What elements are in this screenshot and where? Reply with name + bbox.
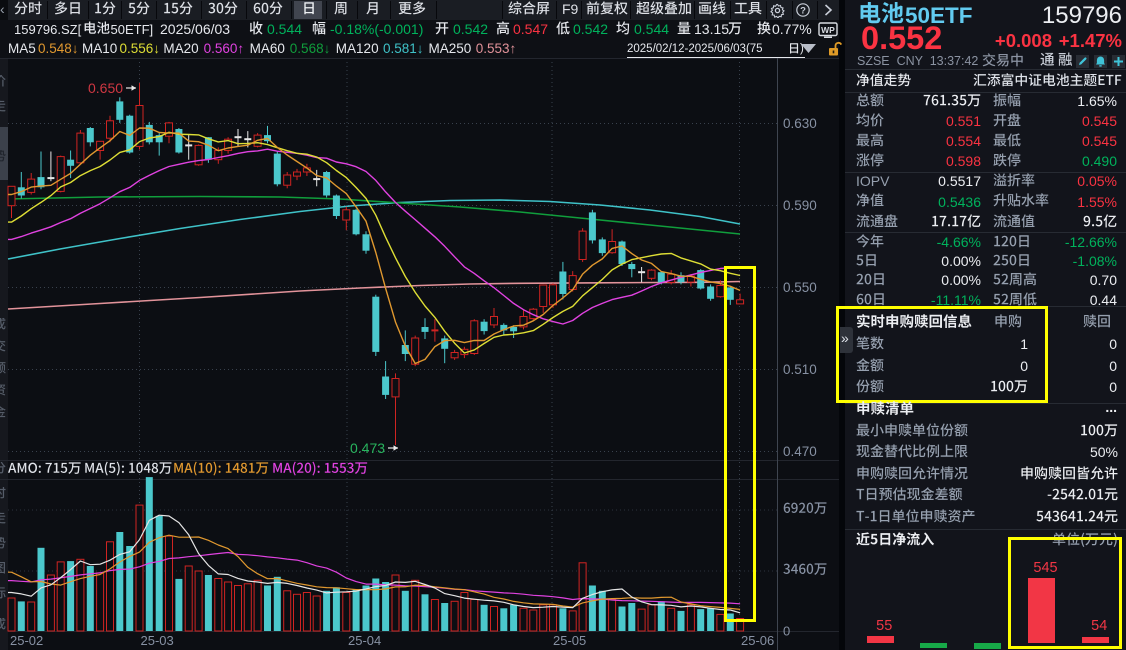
svg-text:0.510: 0.510 — [783, 362, 817, 377]
svg-text:0: 0 — [783, 624, 790, 639]
svg-text:0.630: 0.630 — [783, 116, 817, 131]
svg-text:25-05: 25-05 — [553, 633, 586, 648]
svg-text:0.650: 0.650 — [88, 80, 123, 96]
svg-text:0.550: 0.550 — [783, 280, 817, 295]
svg-text:25-02: 25-02 — [10, 633, 43, 648]
svg-text:25-04: 25-04 — [348, 633, 381, 648]
svg-text:25-06: 25-06 — [741, 633, 774, 648]
svg-text:25-03: 25-03 — [141, 633, 174, 648]
svg-text:0.473: 0.473 — [350, 440, 385, 456]
svg-text:0.470: 0.470 — [783, 444, 817, 459]
svg-text:?: ? — [800, 5, 806, 16]
svg-text:WP: WP — [821, 25, 835, 35]
svg-text:0.590: 0.590 — [783, 198, 817, 213]
